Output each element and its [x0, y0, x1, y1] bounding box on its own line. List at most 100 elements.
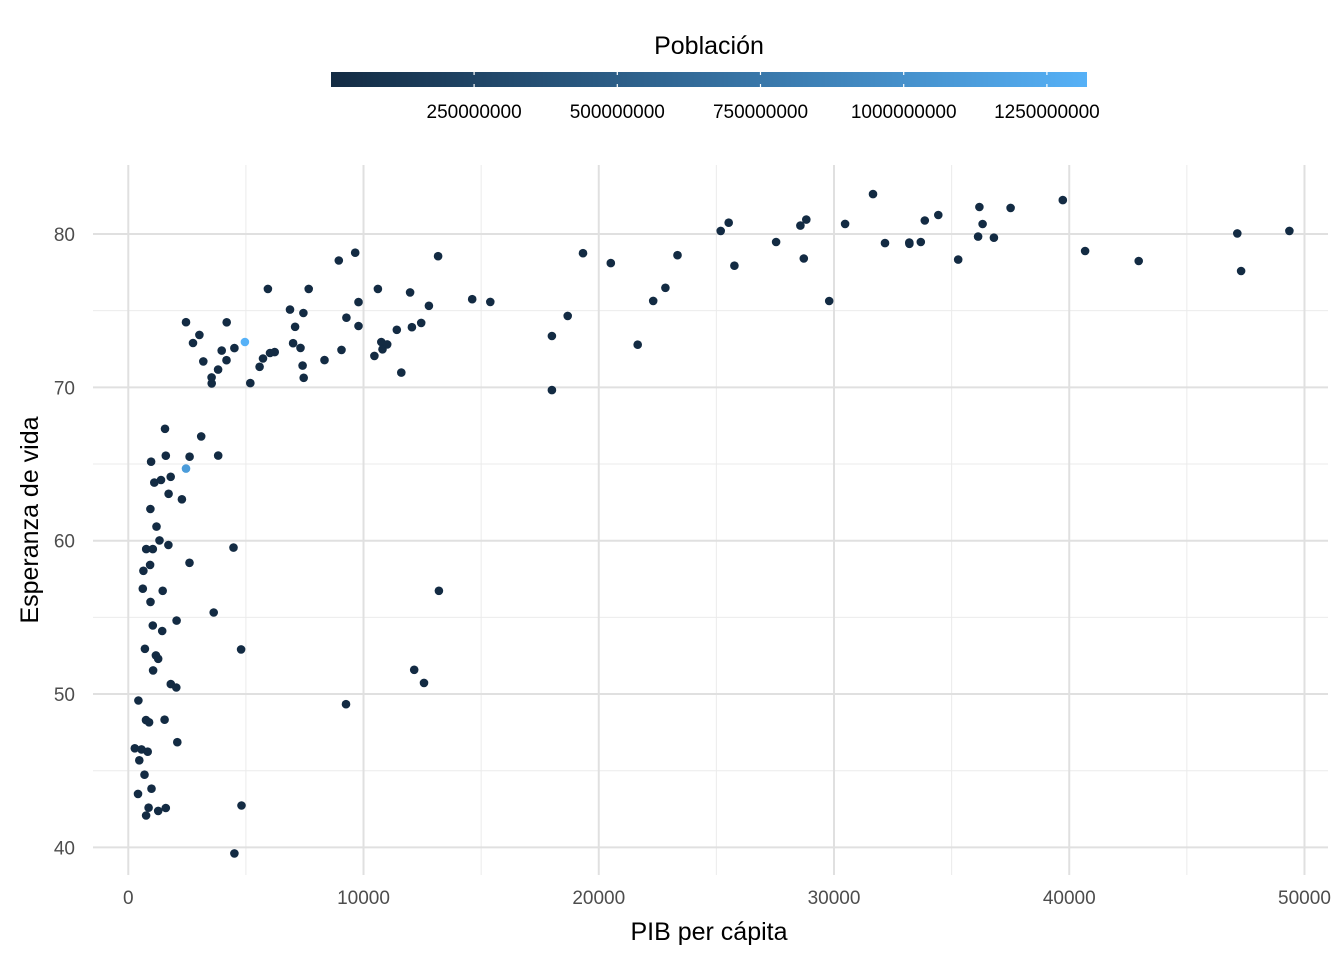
data-point	[724, 218, 733, 227]
data-point	[296, 343, 305, 353]
data-point	[185, 452, 194, 462]
data-point	[209, 608, 218, 617]
data-point	[563, 311, 572, 321]
data-point	[230, 343, 239, 353]
data-point	[156, 475, 166, 485]
data-point	[195, 330, 204, 340]
data-point	[285, 305, 295, 314]
data-point	[150, 478, 159, 487]
data-point	[304, 284, 314, 294]
data-point	[416, 318, 426, 328]
data-point	[547, 331, 557, 341]
data-point	[207, 379, 216, 388]
data-point	[824, 296, 834, 306]
data-point	[771, 237, 781, 247]
data-point	[424, 301, 434, 311]
data-point	[337, 345, 346, 355]
data-point	[222, 355, 231, 365]
x-axis-title: PIB per cápita	[630, 918, 787, 946]
y-tick-label: 50	[54, 685, 75, 706]
data-point	[975, 202, 984, 212]
data-point	[350, 248, 360, 257]
data-point	[392, 325, 402, 335]
data-point	[796, 221, 805, 230]
data-point	[160, 424, 170, 434]
data-point	[166, 472, 175, 482]
x-tick-label: 0	[123, 888, 134, 909]
data-point	[1006, 203, 1015, 213]
data-point	[920, 216, 930, 225]
data-point	[240, 337, 250, 347]
data-point	[298, 361, 307, 370]
legend-tick-label: 250000000	[427, 102, 522, 123]
data-point	[1285, 226, 1294, 236]
data-point	[140, 644, 150, 654]
data-point	[978, 219, 987, 229]
data-point	[229, 543, 238, 552]
data-point	[419, 678, 429, 688]
data-point	[141, 811, 151, 820]
data-point	[434, 586, 444, 596]
data-point	[299, 308, 308, 318]
data-point	[173, 737, 182, 747]
y-axis-title: Esperanza de vida	[16, 416, 44, 623]
data-point	[433, 251, 443, 261]
data-point	[145, 560, 155, 570]
data-point	[158, 586, 167, 596]
data-point	[973, 232, 983, 241]
x-tick-label: 30000	[808, 888, 861, 909]
data-point	[161, 451, 171, 461]
data-point	[467, 294, 477, 304]
data-point	[258, 354, 268, 363]
data-point	[1058, 195, 1068, 205]
data-point	[1080, 246, 1090, 256]
data-point	[868, 189, 878, 199]
data-point	[840, 219, 850, 229]
data-point	[181, 317, 191, 327]
data-point	[409, 665, 419, 675]
data-point	[354, 297, 363, 307]
data-point	[146, 504, 155, 514]
y-tick-label: 70	[54, 378, 75, 399]
data-point	[153, 806, 163, 816]
data-point	[199, 357, 208, 366]
data-point	[143, 747, 152, 756]
data-point	[217, 346, 226, 355]
data-point	[730, 261, 739, 271]
data-point	[397, 368, 406, 377]
data-point	[633, 340, 642, 350]
x-tick-label: 10000	[337, 888, 390, 909]
data-point	[148, 544, 158, 554]
data-point	[133, 789, 143, 799]
data-point	[1134, 256, 1143, 266]
legend-tick-label: 750000000	[713, 102, 808, 123]
data-point	[354, 321, 363, 331]
data-point	[799, 254, 809, 263]
data-point	[370, 351, 379, 361]
data-point	[578, 248, 588, 258]
data-point	[153, 654, 163, 664]
data-point	[144, 718, 154, 727]
data-point	[230, 849, 239, 858]
data-point	[172, 616, 181, 625]
data-point	[177, 495, 187, 504]
legend-tick-label: 500000000	[570, 102, 665, 123]
legend-tick-label: 1000000000	[851, 102, 957, 123]
y-tick-label: 80	[54, 225, 75, 246]
legend-tick-label: 1250000000	[994, 102, 1100, 123]
data-point	[155, 536, 164, 545]
data-point	[141, 544, 151, 554]
color-legend: Población 250000000 500000000 750000000 100…	[331, 32, 1100, 123]
x-tick-label: 20000	[572, 888, 625, 909]
data-point	[1236, 266, 1246, 276]
data-point	[916, 237, 926, 247]
data-point	[547, 385, 557, 395]
data-point	[237, 801, 246, 810]
data-point	[716, 226, 725, 236]
data-point	[172, 683, 181, 692]
x-tick-label: 50000	[1278, 888, 1331, 909]
data-point	[148, 621, 158, 630]
data-point	[486, 297, 495, 307]
data-point	[130, 744, 140, 753]
